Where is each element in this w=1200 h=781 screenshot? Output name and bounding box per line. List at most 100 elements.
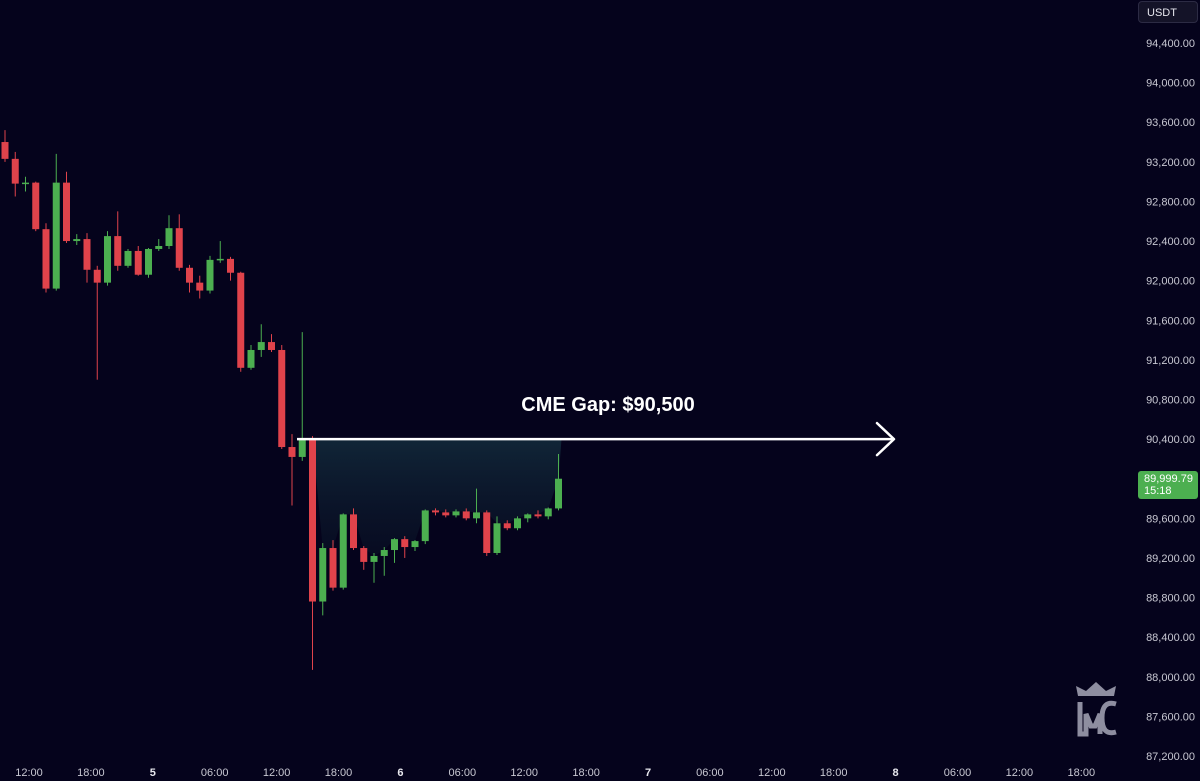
- candle-body: [380, 550, 388, 556]
- candle-body: [432, 510, 439, 513]
- candle-body: [114, 236, 122, 266]
- candle: [493, 516, 501, 555]
- candle-body: [391, 539, 398, 551]
- candle: [186, 264, 193, 293]
- candle: [503, 520, 511, 531]
- x-tick-label: 12:00: [510, 767, 538, 779]
- candle-body: [104, 236, 111, 283]
- candle: [155, 239, 163, 251]
- candle: [432, 508, 439, 516]
- candle: [473, 488, 480, 524]
- candle-body: [165, 228, 173, 247]
- candle-body: [288, 447, 296, 457]
- candle: [298, 332, 306, 461]
- candle-body: [22, 182, 29, 185]
- y-tick-label: 94,000.00: [1146, 78, 1195, 90]
- candle-body: [216, 258, 224, 261]
- candle-body: [350, 514, 357, 549]
- candle: [483, 510, 491, 556]
- candle: [52, 153, 60, 291]
- currency-selector[interactable]: USDT: [1138, 1, 1198, 23]
- candle: [524, 513, 532, 523]
- candle-body: [360, 548, 368, 562]
- candle-body: [52, 182, 60, 289]
- candle-body: [483, 512, 491, 553]
- candle: [401, 536, 409, 558]
- candle: [32, 181, 40, 232]
- y-tick-label: 93,200.00: [1146, 157, 1195, 169]
- candle-body: [370, 555, 378, 562]
- candle: [227, 256, 234, 281]
- candle-body: [124, 250, 132, 266]
- candle: [145, 247, 152, 278]
- candle-body: [524, 514, 532, 519]
- candle: [442, 509, 450, 518]
- x-tick-label: 12:00: [1006, 767, 1034, 779]
- candle: [247, 345, 255, 370]
- y-tick-label: 89,200.00: [1146, 553, 1195, 565]
- candle-body: [473, 512, 480, 519]
- cme-gap-annotation: CME Gap: $90,500: [297, 394, 896, 457]
- candle: [370, 552, 378, 583]
- candle-body: [421, 510, 429, 542]
- y-tick-label: 91,600.00: [1146, 315, 1195, 327]
- candle: [22, 176, 29, 192]
- last-price-tag: 89,999.79 15:18: [1138, 471, 1198, 499]
- candle-body: [32, 182, 40, 230]
- candle-body: [247, 349, 255, 368]
- candle-body: [534, 514, 542, 517]
- candle: [462, 508, 470, 521]
- x-tick-label: 7: [645, 767, 651, 779]
- y-tick-label: 92,800.00: [1146, 196, 1195, 208]
- candle: [216, 241, 224, 263]
- candle-body: [63, 182, 70, 242]
- candle-body: [206, 259, 214, 291]
- candle-body: [155, 246, 163, 249]
- x-tick-label: 18:00: [325, 767, 353, 779]
- candle: [544, 507, 552, 520]
- price-axis[interactable]: 94,400.00 94,000.00 93,600.00 93,200.00 92,8…: [1146, 38, 1195, 763]
- candle: [421, 509, 429, 545]
- candle: [93, 265, 101, 380]
- candle: [206, 255, 214, 294]
- y-tick-label: 89,600.00: [1146, 513, 1195, 525]
- candle: [380, 547, 388, 576]
- y-tick-label: 92,400.00: [1146, 236, 1195, 248]
- candle-body: [186, 267, 193, 283]
- candle-body: [237, 272, 245, 368]
- candle-body: [493, 523, 501, 553]
- candle: [42, 223, 50, 293]
- y-tick-label: 91,200.00: [1146, 355, 1195, 367]
- candle: [63, 171, 70, 244]
- candle: [268, 334, 275, 352]
- candle: [114, 211, 122, 271]
- last-price-value: 89,999.79: [1144, 473, 1193, 485]
- candle: [196, 275, 204, 299]
- candlestick-series: [1, 130, 562, 670]
- candle: [391, 538, 398, 563]
- candle: [11, 151, 19, 197]
- candle: [514, 516, 521, 531]
- y-tick-label: 93,600.00: [1146, 117, 1195, 129]
- candle-body: [278, 349, 286, 448]
- y-tick-label: 88,000.00: [1146, 672, 1195, 684]
- candle-body: [411, 541, 419, 548]
- candle-body: [503, 523, 511, 529]
- y-tick-label: 92,000.00: [1146, 276, 1195, 288]
- candle: [411, 540, 419, 552]
- bar-countdown: 15:18: [1144, 485, 1172, 497]
- y-tick-label: 94,400.00: [1146, 38, 1195, 50]
- x-tick-label: 06:00: [449, 767, 477, 779]
- candle-body: [452, 511, 460, 516]
- candle: [237, 271, 245, 372]
- x-tick-label: 12:00: [15, 767, 43, 779]
- x-tick-label: 06:00: [696, 767, 724, 779]
- time-axis[interactable]: 12:00 18:00 5 06:00 12:00 18:00 6 06:00 12:00 18:…: [15, 767, 1095, 779]
- candle-body: [1, 142, 9, 159]
- candle-body: [514, 518, 521, 529]
- y-tick-label: 88,800.00: [1146, 593, 1195, 605]
- currency-label: USDT: [1147, 7, 1177, 19]
- candle: [73, 234, 81, 246]
- gap-label: CME Gap: $90,500: [521, 394, 694, 416]
